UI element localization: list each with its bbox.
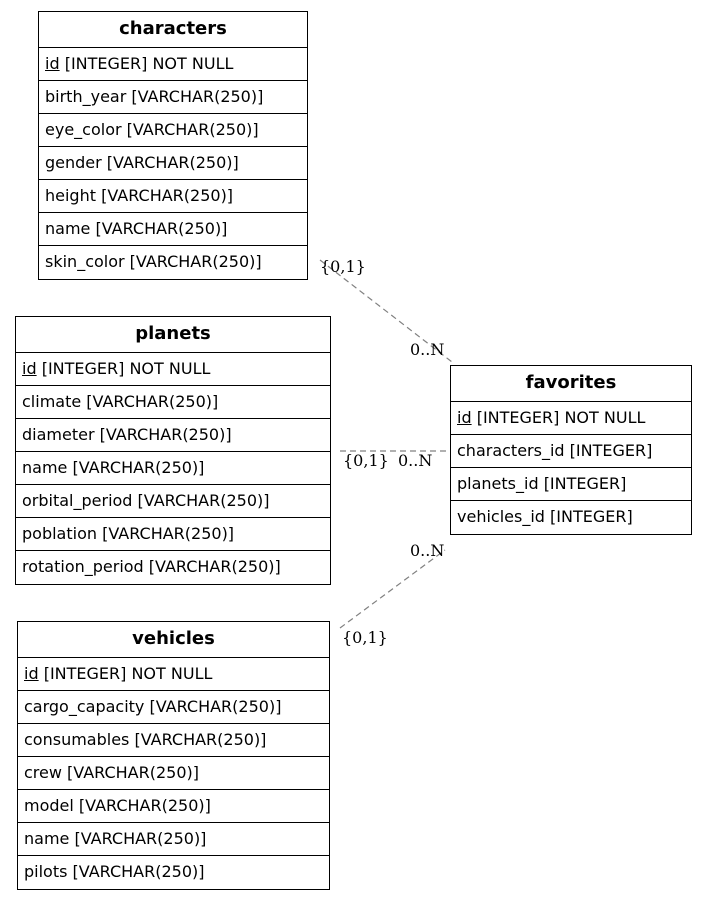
edge-vehicles-favorites bbox=[339, 549, 446, 629]
primary-key-name: id bbox=[22, 359, 37, 378]
attribute-row: id [INTEGER] NOT NULL bbox=[16, 353, 330, 386]
entity-vehicles: vehicles id [INTEGER] NOT NULL cargo_cap… bbox=[17, 621, 330, 890]
attribute-row: birth_year [VARCHAR(250)] bbox=[39, 81, 307, 114]
attribute-row: cargo_capacity [VARCHAR(250)] bbox=[18, 691, 329, 724]
entity-planets: planets id [INTEGER] NOT NULL climate [V… bbox=[15, 316, 331, 585]
primary-key-type: [INTEGER] NOT NULL bbox=[38, 664, 213, 683]
attribute-row: consumables [VARCHAR(250)] bbox=[18, 724, 329, 757]
cardinality-label: 0..N bbox=[410, 340, 444, 359]
attribute-row: eye_color [VARCHAR(250)] bbox=[39, 114, 307, 147]
attribute-row: model [VARCHAR(250)] bbox=[18, 790, 329, 823]
cardinality-label: {0,1} bbox=[342, 628, 388, 647]
cardinality-label: {0,1} bbox=[320, 257, 366, 276]
attribute-row: rotation_period [VARCHAR(250)] bbox=[22, 557, 281, 576]
primary-key-name: id bbox=[45, 54, 60, 73]
entity-favorites: favorites id [INTEGER] NOT NULL characte… bbox=[450, 365, 692, 535]
entity-title: favorites bbox=[451, 366, 691, 402]
primary-key-type: [INTEGER] NOT NULL bbox=[59, 54, 234, 73]
primary-key-name: id bbox=[457, 408, 472, 427]
primary-key-type: [INTEGER] NOT NULL bbox=[471, 408, 646, 427]
primary-key-name: id bbox=[24, 664, 39, 683]
attribute-row: characters_id [INTEGER] bbox=[451, 435, 691, 468]
attribute-row: id [INTEGER] NOT NULL bbox=[18, 658, 329, 691]
attribute-row: height [VARCHAR(250)] bbox=[39, 180, 307, 213]
entity-title: characters bbox=[39, 12, 307, 48]
attribute-row: skin_color [VARCHAR(250)] bbox=[45, 252, 262, 271]
attribute-row: orbital_period [VARCHAR(250)] bbox=[16, 485, 330, 518]
entity-title: planets bbox=[16, 317, 330, 353]
edge-characters-favorites bbox=[319, 259, 453, 363]
attribute-row: name [VARCHAR(250)] bbox=[16, 452, 330, 485]
attribute-row: pilots [VARCHAR(250)] bbox=[24, 862, 205, 881]
attribute-row: climate [VARCHAR(250)] bbox=[16, 386, 330, 419]
cardinality-label: {0,1} bbox=[343, 451, 389, 470]
entity-title: vehicles bbox=[18, 622, 329, 658]
attribute-row: id [INTEGER] NOT NULL bbox=[39, 48, 307, 81]
primary-key-type: [INTEGER] NOT NULL bbox=[36, 359, 211, 378]
attribute-row: gender [VARCHAR(250)] bbox=[39, 147, 307, 180]
attribute-row: poblation [VARCHAR(250)] bbox=[16, 518, 330, 551]
entity-characters: characters id [INTEGER] NOT NULL birth_y… bbox=[38, 11, 308, 280]
attribute-row: vehicles_id [INTEGER] bbox=[457, 507, 633, 526]
attribute-row: planets_id [INTEGER] bbox=[451, 468, 691, 501]
attribute-row: id [INTEGER] NOT NULL bbox=[451, 402, 691, 435]
attribute-row: diameter [VARCHAR(250)] bbox=[16, 419, 330, 452]
attribute-row: name [VARCHAR(250)] bbox=[39, 213, 307, 246]
cardinality-label: 0..N bbox=[410, 541, 444, 560]
cardinality-label: 0..N bbox=[398, 451, 432, 470]
attribute-row: name [VARCHAR(250)] bbox=[18, 823, 329, 856]
attribute-row: crew [VARCHAR(250)] bbox=[18, 757, 329, 790]
